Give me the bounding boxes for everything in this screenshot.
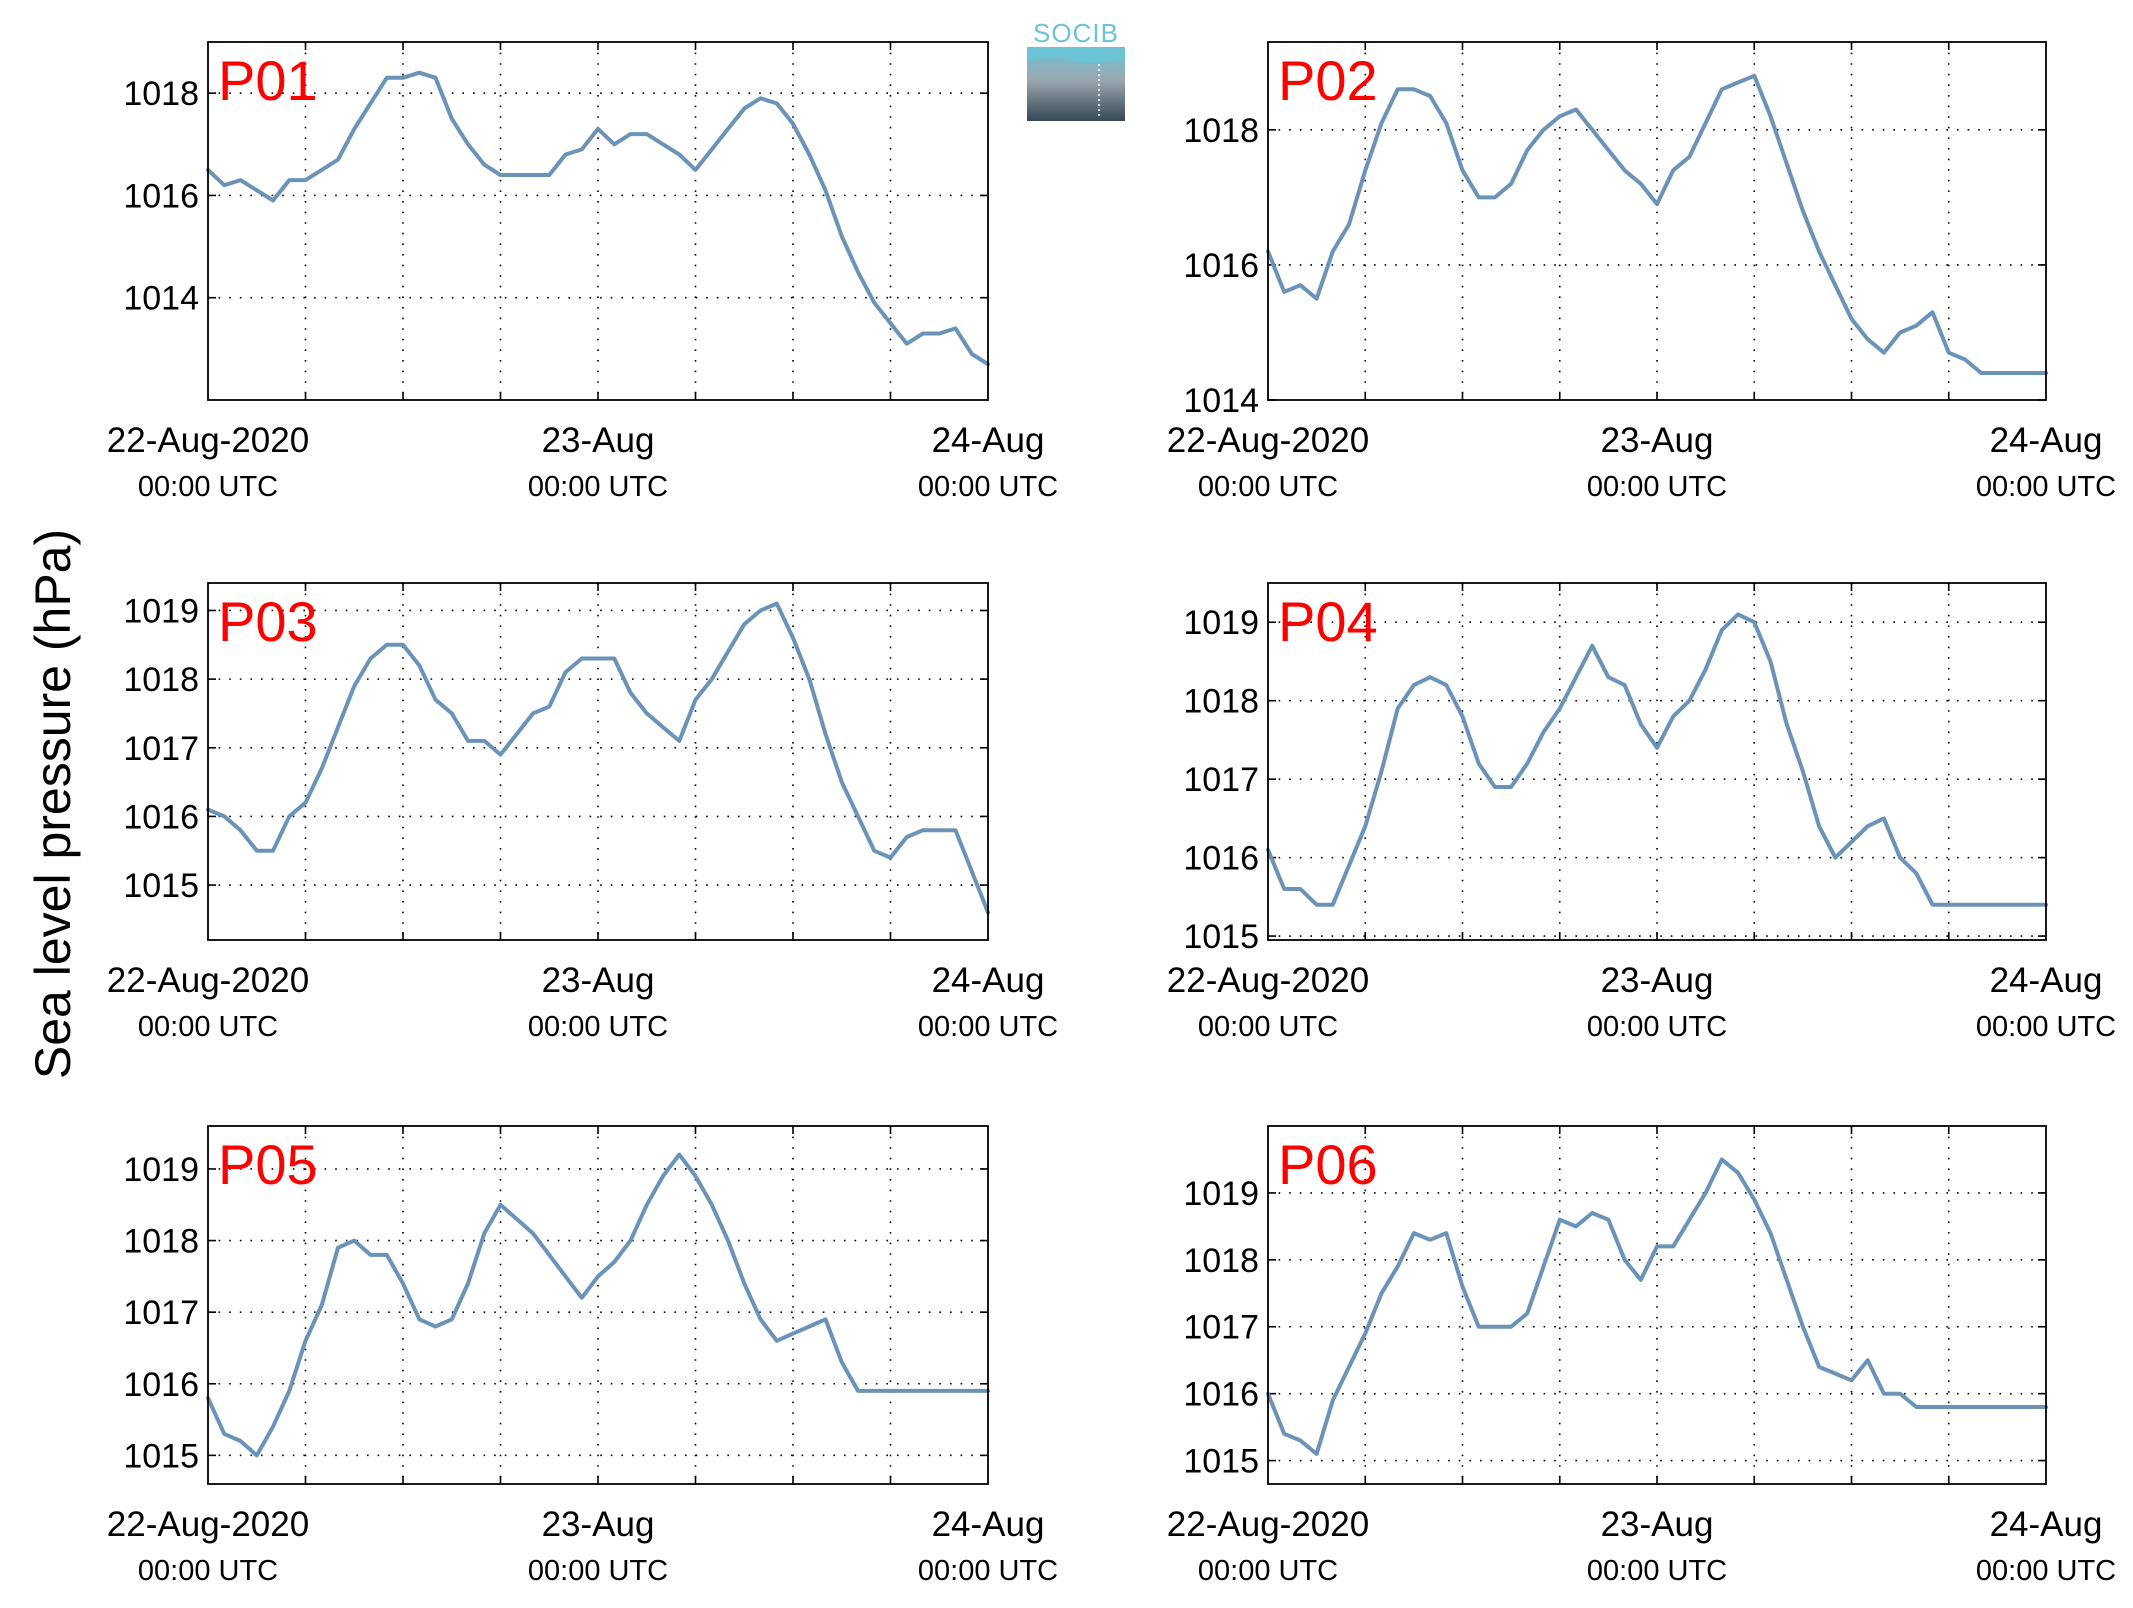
panel-p01: 1014 1016 1018 P01 22-Aug-2020 00:00 UTC 23-Au… — [107, 41, 1058, 503]
y-tick-label: 1015 — [1183, 1443, 1259, 1481]
x-tick-label-time: 00:00 UTC — [1976, 1011, 2116, 1043]
y-tick-label: 1019 — [1183, 604, 1259, 642]
series-line-p01 — [206, 70, 990, 367]
axes-frame — [207, 1125, 989, 1485]
panel-label: P03 — [218, 590, 318, 653]
y-tick-label: 1018 — [123, 661, 199, 699]
series-line-p05 — [206, 1152, 990, 1458]
y-tick-label: 1017 — [123, 1294, 199, 1332]
x-tick-label-time: 00:00 UTC — [138, 1555, 278, 1587]
axes-frame — [1267, 582, 2047, 941]
panel-label: P01 — [218, 49, 318, 112]
x-tick-label-time: 00:00 UTC — [1587, 1011, 1727, 1043]
x-tick-label-date: 22-Aug-2020 — [1167, 1505, 1369, 1544]
x-tick-label-date: 23-Aug — [1601, 421, 1714, 460]
x-tick-label-time: 00:00 UTC — [1976, 1555, 2116, 1587]
panel-p03: 1015 1016 1017 1018 1019 P03 22-Aug-2020 00:00 … — [107, 582, 1058, 1043]
x-tick-label-date: 22-Aug-2020 — [1167, 961, 1369, 1000]
x-tick-label-time: 00:00 UTC — [1587, 471, 1727, 503]
x-tick-label-date: 22-Aug-2020 — [107, 421, 309, 460]
y-tick-label: 1017 — [123, 730, 199, 768]
x-tick-label-date: 24-Aug — [932, 961, 1045, 1000]
x-tick-label-time: 00:00 UTC — [1198, 1555, 1338, 1587]
y-tick-label: 1019 — [1183, 1175, 1259, 1213]
x-tick-label-time: 00:00 UTC — [1198, 1011, 1338, 1043]
panel-label: P02 — [1278, 49, 1378, 112]
x-tick-label-time: 00:00 UTC — [528, 471, 668, 503]
y-tick-label: 1018 — [1183, 683, 1259, 721]
y-tick-label: 1016 — [123, 798, 199, 836]
axes-frame — [207, 41, 989, 401]
y-tick-label: 1015 — [123, 1437, 199, 1475]
y-tick-label: 1018 — [1183, 112, 1259, 150]
series-line-p04 — [1266, 612, 2048, 907]
x-tick-label-time: 00:00 UTC — [918, 471, 1058, 503]
y-tick-label: 1018 — [123, 1223, 199, 1261]
y-tick-label: 1019 — [123, 1151, 199, 1189]
y-tick-label: 1016 — [1183, 247, 1259, 285]
x-tick-label-date: 24-Aug — [932, 421, 1045, 460]
x-tick-label-time: 00:00 UTC — [528, 1555, 668, 1587]
axes-frame — [1267, 1125, 2047, 1485]
series-line-p06 — [1266, 1157, 2048, 1456]
y-tick-label: 1014 — [1183, 382, 1259, 420]
y-tick-label: 1016 — [123, 1366, 199, 1404]
y-tick-label: 1017 — [1183, 761, 1259, 799]
y-tick-label: 1018 — [123, 75, 199, 113]
y-tick-label: 1016 — [1183, 1376, 1259, 1414]
x-tick-label-time: 00:00 UTC — [918, 1011, 1058, 1043]
x-tick-label-date: 23-Aug — [1601, 961, 1714, 1000]
panel-p06: 1015 1016 1017 1018 1019 P06 22-Aug-2020 00:00 … — [1167, 1125, 2116, 1587]
panel-label: P06 — [1278, 1133, 1378, 1196]
x-tick-label-date: 24-Aug — [1990, 961, 2103, 1000]
y-tick-label: 1015 — [1183, 918, 1259, 956]
x-tick-label-date: 24-Aug — [1990, 421, 2103, 460]
y-tick-label: 1016 — [123, 177, 199, 215]
series-line-p03 — [206, 601, 990, 915]
x-tick-label-date: 23-Aug — [1601, 1505, 1714, 1544]
x-tick-label-date: 24-Aug — [1990, 1505, 2103, 1544]
x-tick-label-time: 00:00 UTC — [138, 471, 278, 503]
logo-wave — [1027, 47, 1125, 63]
x-tick-label-date: 23-Aug — [542, 421, 655, 460]
y-axis-label: Sea level pressure (hPa) — [25, 528, 81, 1080]
x-tick-label-date: 23-Aug — [542, 1505, 655, 1544]
x-tick-label-time: 00:00 UTC — [1587, 1555, 1727, 1587]
series-line-p02 — [1266, 73, 2048, 375]
y-tick-label: 1018 — [1183, 1242, 1259, 1280]
x-tick-label-time: 00:00 UTC — [1976, 471, 2116, 503]
x-tick-label-time: 00:00 UTC — [918, 1555, 1058, 1587]
x-tick-label-time: 00:00 UTC — [1198, 471, 1338, 503]
x-tick-label-date: 22-Aug-2020 — [107, 961, 309, 1000]
x-tick-label-date: 24-Aug — [932, 1505, 1045, 1544]
x-tick-label-date: 22-Aug-2020 — [1167, 421, 1369, 460]
x-tick-label-date: 23-Aug — [542, 961, 655, 1000]
x-tick-label-time: 00:00 UTC — [138, 1011, 278, 1043]
panel-label: P05 — [218, 1133, 318, 1196]
y-tick-label: 1015 — [123, 867, 199, 905]
x-tick-label-time: 00:00 UTC — [528, 1011, 668, 1043]
panel-p04: 1015 1016 1017 1018 1019 P04 22-Aug-2020 00:00 … — [1167, 582, 2116, 1043]
panel-p02: 1014 1016 1018 P02 22-Aug-2020 00:00 UTC 23-Au… — [1167, 41, 2116, 503]
panel-label: P04 — [1278, 590, 1378, 653]
axes-frame — [207, 582, 989, 941]
y-tick-label: 1017 — [1183, 1309, 1259, 1347]
y-tick-label: 1016 — [1183, 840, 1259, 878]
y-axis-label-wrap: Sea level pressure (hPa) — [18, 0, 88, 1608]
axes-frame — [1267, 41, 2047, 401]
socib-logo: SOCIB — [1027, 20, 1125, 121]
y-tick-label: 1019 — [123, 592, 199, 630]
logo-text: SOCIB — [1033, 20, 1119, 48]
y-tick-label: 1014 — [123, 280, 199, 318]
x-tick-label-date: 22-Aug-2020 — [107, 1505, 309, 1544]
panel-p05: 1015 1016 1017 1018 1019 P05 22-Aug-2020 00:00 … — [107, 1125, 1058, 1587]
